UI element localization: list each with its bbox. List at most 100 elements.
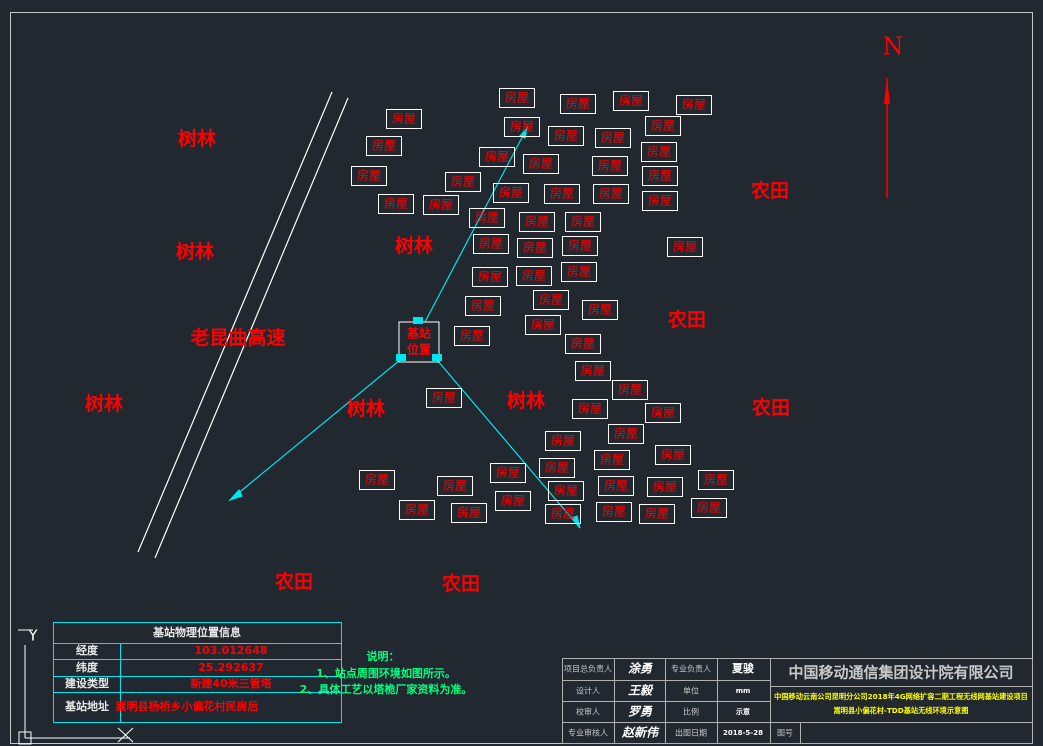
house-label: 房屋 bbox=[618, 382, 642, 397]
tb-label: 设计人 bbox=[576, 686, 600, 696]
house-box bbox=[493, 183, 529, 203]
house-label: 房屋 bbox=[647, 144, 671, 159]
title-block-grid bbox=[562, 658, 1033, 744]
house-label: 房屋 bbox=[505, 90, 529, 105]
house-box bbox=[595, 128, 631, 148]
house-label: 房屋 bbox=[599, 186, 623, 201]
tb-label: 校审人 bbox=[576, 707, 600, 717]
house-box bbox=[592, 156, 628, 176]
tb-label: 专业负责人 bbox=[671, 664, 711, 674]
house-box bbox=[386, 109, 422, 129]
house-box bbox=[533, 290, 569, 310]
antenna bbox=[432, 354, 442, 361]
house-label: 房屋 bbox=[479, 236, 503, 251]
house-box bbox=[454, 326, 490, 346]
tb-value: 夏骏 bbox=[732, 661, 755, 675]
house-label: 房屋 bbox=[499, 185, 523, 200]
tb-label: 项目总负责人 bbox=[564, 664, 612, 674]
house-label: 房屋 bbox=[496, 465, 520, 480]
house-box bbox=[645, 116, 681, 136]
area-label: 树林 bbox=[85, 392, 123, 415]
house-label: 房屋 bbox=[578, 401, 602, 416]
info-value: 新建40米三管塔 bbox=[190, 676, 272, 690]
house-box bbox=[544, 184, 580, 204]
notes-title: 说明： bbox=[367, 649, 400, 663]
house-box bbox=[351, 166, 387, 186]
house-box bbox=[655, 445, 691, 465]
house-label: 房屋 bbox=[510, 119, 534, 134]
house-box bbox=[698, 470, 734, 490]
house-box bbox=[519, 212, 555, 232]
house-label: 房屋 bbox=[567, 264, 591, 279]
info-value: 25.292637 bbox=[198, 661, 263, 674]
north-arrow bbox=[884, 78, 890, 104]
house-box bbox=[378, 194, 414, 214]
house-box bbox=[561, 262, 597, 282]
house-label: 房屋 bbox=[372, 138, 396, 153]
house-label: 房屋 bbox=[697, 500, 721, 515]
house-label: 房屋 bbox=[648, 168, 672, 183]
area-label: 农田 bbox=[750, 179, 789, 202]
highway-edge bbox=[154, 97, 349, 559]
house-box bbox=[516, 266, 552, 286]
house-box bbox=[596, 502, 632, 522]
house-box bbox=[445, 172, 481, 192]
house-label: 房屋 bbox=[384, 196, 408, 211]
area-label: 农田 bbox=[667, 308, 706, 331]
ucs-y: Y bbox=[27, 627, 38, 645]
house-box bbox=[479, 147, 515, 167]
house-box bbox=[451, 503, 487, 523]
house-label: 房屋 bbox=[651, 405, 675, 420]
house-label: 房屋 bbox=[443, 478, 467, 493]
house-label: 房屋 bbox=[460, 328, 484, 343]
house-box bbox=[642, 166, 678, 186]
house-box bbox=[667, 237, 703, 257]
house-box bbox=[504, 117, 540, 137]
house-label: 房屋 bbox=[554, 483, 578, 498]
azimuth-line bbox=[229, 359, 401, 501]
house-box bbox=[641, 142, 677, 162]
area-label: 树林 bbox=[178, 127, 216, 150]
tb-value: mm bbox=[736, 687, 751, 695]
house-box bbox=[572, 399, 608, 419]
drawing-number-label: 图号 bbox=[777, 729, 793, 738]
info-value: 103.012648 bbox=[194, 644, 267, 657]
house-box bbox=[473, 234, 509, 254]
house-box bbox=[560, 94, 596, 114]
tb-label: 比例 bbox=[683, 707, 699, 717]
info-label: 基站地址 bbox=[64, 699, 109, 713]
house-label: 房屋 bbox=[429, 197, 453, 212]
house-label: 房屋 bbox=[432, 390, 456, 405]
house-box bbox=[539, 458, 575, 478]
house-box bbox=[575, 361, 611, 381]
house-label: 房屋 bbox=[598, 158, 622, 173]
house-box bbox=[647, 477, 683, 497]
house-label: 房屋 bbox=[673, 239, 697, 254]
house-box bbox=[639, 504, 675, 524]
house-box bbox=[548, 481, 584, 501]
house-box bbox=[594, 450, 630, 470]
house-label: 房屋 bbox=[571, 214, 595, 229]
tb-signature: 涂勇 bbox=[628, 662, 653, 676]
house-box bbox=[612, 380, 648, 400]
house-label: 房屋 bbox=[457, 505, 481, 520]
house-label: 房屋 bbox=[601, 130, 625, 145]
house-label: 房屋 bbox=[551, 433, 575, 448]
house-label: 房屋 bbox=[568, 238, 592, 253]
house-label: 房屋 bbox=[581, 363, 605, 378]
tb-value: 示意 bbox=[735, 707, 750, 716]
house-box bbox=[645, 403, 681, 423]
area-label: 树林 bbox=[507, 389, 545, 412]
tb-signature: 赵新伟 bbox=[621, 726, 660, 740]
ucs-icon bbox=[18, 629, 134, 745]
house-box bbox=[469, 208, 505, 228]
tb-value: 2018-5-28 bbox=[723, 729, 763, 737]
house-label: 房屋 bbox=[475, 210, 499, 225]
house-label: 房屋 bbox=[357, 168, 381, 183]
house-box bbox=[499, 88, 535, 108]
note-item: 1、站点周围环境如图所示。 bbox=[316, 666, 456, 680]
area-label: 农田 bbox=[441, 572, 480, 595]
house-box bbox=[691, 498, 727, 518]
house-label: 房屋 bbox=[529, 156, 553, 171]
house-box bbox=[399, 500, 435, 520]
